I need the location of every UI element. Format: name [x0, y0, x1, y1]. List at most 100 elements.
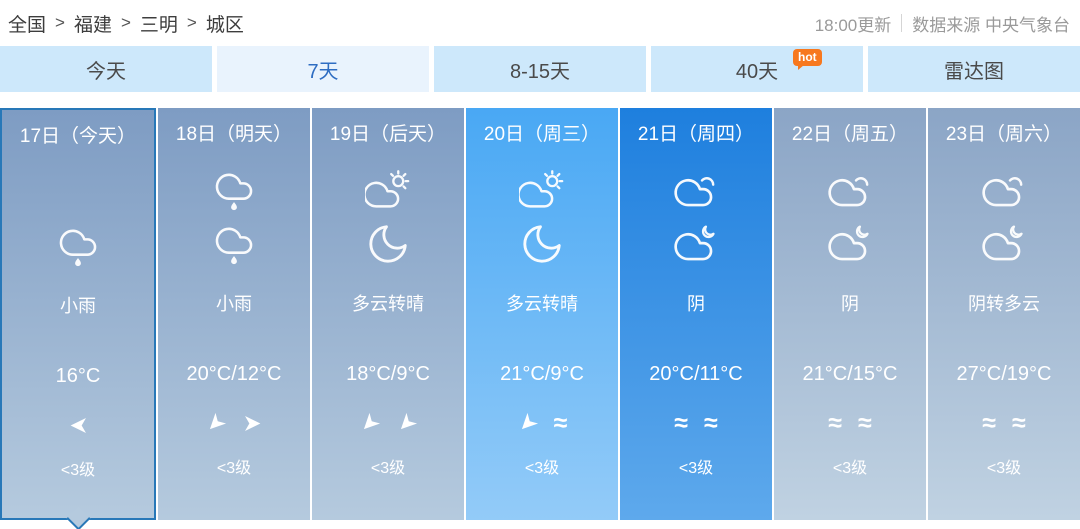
- sun-cloud-icon: [517, 167, 565, 218]
- night-weather-icon-slot: [620, 222, 772, 270]
- tab-label: 雷达图: [944, 60, 1004, 83]
- wind-direction-icons: ≈ ≈: [620, 410, 772, 436]
- day-date: 22日（周五）: [791, 124, 909, 145]
- night-weather-icon-slot: [2, 224, 154, 272]
- temperature-range: 18°C/9°C: [346, 363, 430, 385]
- cloud-icon: [673, 167, 719, 218]
- data-source: 数据来源 中央气象台: [912, 15, 1070, 35]
- forecast-day-column[interactable]: 19日（后天） 多云转晴 18°C/9°C <3级: [312, 108, 464, 520]
- tab-label: 7天: [307, 60, 339, 83]
- tab-today[interactable]: 今天: [0, 46, 212, 92]
- night-weather-icon-slot: [928, 222, 1080, 270]
- temperature-range: 20°C/11°C: [649, 363, 743, 385]
- moon-cloud-icon: [827, 221, 873, 272]
- tab-label: 40天: [735, 60, 779, 83]
- forecast-tabs: 今天 7天 8-15天 40天 hot 雷达图: [0, 46, 1080, 92]
- day-weather-icon-slot: [620, 168, 772, 216]
- moon-icon: [519, 221, 565, 272]
- day-date: 21日（周四）: [637, 124, 755, 145]
- breadcrumb-national[interactable]: 全国: [8, 14, 47, 36]
- wind-direction-icons: [158, 410, 310, 436]
- tab-8-15days[interactable]: 8-15天: [434, 46, 646, 92]
- temperature-range: 20°C/12°C: [186, 363, 282, 385]
- night-weather-icon-slot: [466, 222, 618, 270]
- cloud-icon: [827, 167, 873, 218]
- night-weather-icon-slot: [158, 222, 310, 270]
- light-wind-icon: ≈: [553, 409, 568, 437]
- day-date: 20日（周三）: [483, 124, 601, 145]
- weather-description: 阴: [687, 294, 705, 314]
- rain-icon: [55, 223, 101, 274]
- forecast-day-column[interactable]: 18日（明天） 小雨 20°C/12°C <3级: [158, 108, 310, 520]
- wind-level: <3级: [524, 460, 560, 477]
- breadcrumb-city[interactable]: 三明: [139, 14, 178, 36]
- tab-40days[interactable]: 40天 hot: [651, 46, 863, 92]
- day-weather-icon-slot: [312, 168, 464, 216]
- light-wind-icon: ≈: [704, 409, 718, 437]
- wind-arrow-icon: [517, 412, 538, 434]
- breadcrumb-separator: >: [186, 13, 197, 32]
- forecast-day-column[interactable]: 17日（今天） 小雨 16°C <3级: [0, 108, 156, 520]
- wind-level: <3级: [60, 462, 96, 479]
- sun-cloud-icon: [363, 167, 411, 218]
- breadcrumb-separator: >: [55, 13, 65, 32]
- update-time: 18:00更新: [814, 15, 892, 35]
- temperature-range: 27°C/19°C: [956, 363, 1052, 385]
- breadcrumb-separator: >: [120, 13, 131, 32]
- day-date: 18日（明天）: [175, 124, 293, 145]
- light-wind-icon: ≈: [674, 409, 688, 437]
- forecast-day-column[interactable]: 21日（周四） 阴 20°C/11°C ≈ ≈ <3级: [620, 108, 772, 520]
- forecast-day-column[interactable]: 23日（周六） 阴转多云 27°C/19°C ≈ ≈ <3级: [928, 108, 1080, 520]
- wind-arrow-icon: [242, 413, 263, 434]
- hot-badge: hot: [793, 49, 822, 70]
- weather-description: 多云转晴: [352, 294, 424, 314]
- light-wind-icon: ≈: [1012, 409, 1026, 437]
- breadcrumb-district[interactable]: 城区: [205, 14, 244, 36]
- tab-7days[interactable]: 7天: [217, 46, 429, 92]
- breadcrumb: 全国 > 福建 > 三明 > 城区: [8, 10, 244, 37]
- wind-level: <3级: [216, 460, 252, 477]
- day-date: 19日（后天）: [329, 124, 447, 145]
- weather-description: 小雨: [216, 294, 252, 314]
- day-weather-icon-slot: [2, 170, 154, 218]
- wind-direction-icons: ≈ ≈: [774, 410, 926, 436]
- wind-arrow-icon: [68, 415, 89, 436]
- night-weather-icon-slot: [774, 222, 926, 270]
- tab-radar[interactable]: 雷达图: [868, 46, 1080, 92]
- wind-level: <3级: [678, 460, 714, 477]
- light-wind-icon: ≈: [858, 409, 872, 437]
- day-date: 23日（周六）: [945, 124, 1063, 145]
- meta-divider: [901, 14, 903, 32]
- breadcrumb-province[interactable]: 福建: [73, 14, 112, 36]
- light-wind-icon: ≈: [828, 409, 842, 437]
- day-date: 17日（今天）: [19, 126, 137, 147]
- light-wind-icon: ≈: [982, 409, 996, 437]
- forecast-day-column[interactable]: 22日（周五） 阴 21°C/15°C ≈ ≈ <3级: [774, 108, 926, 520]
- wind-direction-icons: [312, 410, 464, 436]
- tab-label: 今天: [86, 60, 126, 83]
- weather-description: 阴转多云: [968, 294, 1040, 314]
- temperature-range: 21°C/15°C: [802, 363, 898, 385]
- day-weather-icon-slot: [774, 168, 926, 216]
- wind-arrow-icon: [396, 412, 418, 434]
- wind-arrow-icon: [205, 412, 227, 434]
- moon-cloud-icon: [673, 221, 719, 272]
- cloud-icon: [981, 167, 1027, 218]
- weather-description: 小雨: [60, 296, 96, 316]
- wind-direction-icons: [2, 412, 154, 438]
- day-weather-icon-slot: [928, 168, 1080, 216]
- forecast-day-column[interactable]: 20日（周三） 多云转晴 21°C/9°C ≈ <3级: [466, 108, 618, 520]
- wind-direction-icons: ≈: [466, 410, 618, 436]
- moon-cloud-icon: [981, 221, 1027, 272]
- weather-description: 阴: [841, 294, 859, 314]
- day-weather-icon-slot: [466, 168, 618, 216]
- wind-level: <3级: [370, 460, 406, 477]
- wind-level: <3级: [832, 460, 868, 477]
- wind-arrow-icon: [359, 412, 381, 434]
- wind-level: <3级: [986, 460, 1022, 477]
- temperature-range: 21°C/9°C: [500, 363, 584, 385]
- update-meta: 18:00更新 数据来源 中央气象台: [815, 11, 1070, 36]
- wind-direction-icons: ≈ ≈: [928, 410, 1080, 436]
- moon-icon: [365, 221, 411, 272]
- tab-label: 8-15天: [509, 60, 571, 83]
